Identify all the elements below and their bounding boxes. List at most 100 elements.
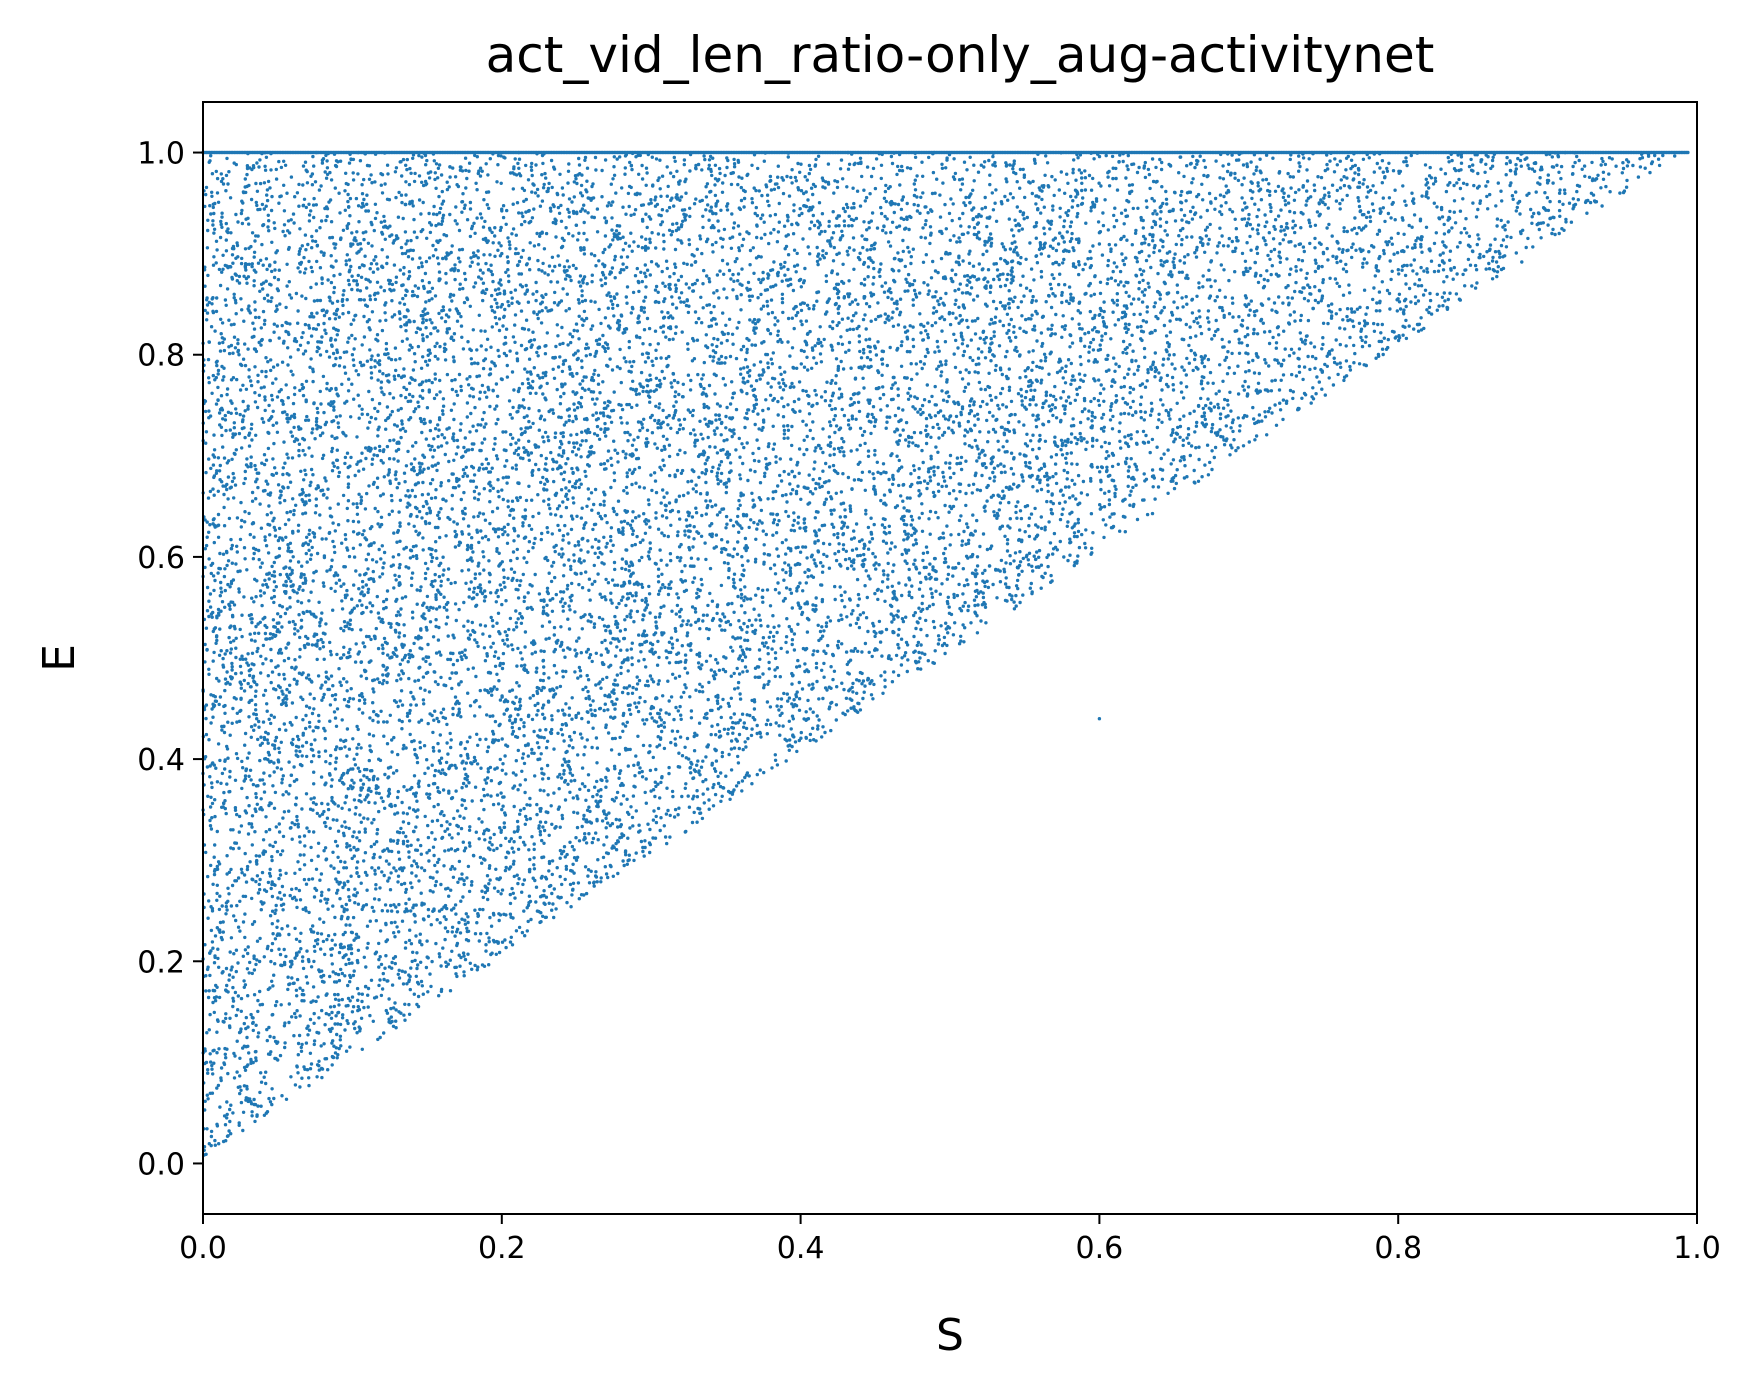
scatter-point — [211, 219, 215, 223]
scatter-point — [345, 1019, 349, 1023]
scatter-point — [580, 506, 584, 510]
scatter-point — [1003, 355, 1008, 359]
scatter-point — [338, 778, 342, 783]
scatter-point — [562, 845, 567, 849]
scatter-point — [672, 717, 676, 722]
scatter-point — [876, 597, 880, 602]
scatter-point — [675, 592, 679, 596]
scatter-point — [417, 634, 421, 638]
scatter-point — [559, 514, 563, 519]
scatter-point — [409, 942, 414, 946]
scatter-point — [245, 457, 249, 461]
scatter-point — [534, 462, 538, 467]
scatter-point — [569, 905, 573, 909]
scatter-point — [824, 274, 828, 278]
scatter-point — [773, 656, 778, 661]
scatter-point — [719, 354, 724, 359]
scatter-point — [612, 235, 617, 239]
scatter-point — [666, 423, 670, 427]
scatter-point — [245, 967, 250, 971]
scatter-point — [322, 584, 326, 588]
scatter-point — [586, 773, 591, 777]
scatter-point — [258, 565, 263, 569]
scatter-point — [532, 541, 536, 546]
scatter-point — [323, 736, 327, 741]
scatter-point — [392, 866, 396, 870]
scatter-point — [409, 966, 413, 970]
scatter-point — [674, 400, 678, 404]
scatter-point — [528, 857, 532, 862]
scatter-point — [333, 186, 337, 190]
scatter-point — [986, 280, 990, 284]
scatter-point — [1160, 160, 1164, 165]
scatter-point — [787, 719, 791, 723]
scatter-point — [423, 561, 428, 566]
scatter-point — [664, 508, 668, 512]
scatter-point — [1560, 227, 1564, 231]
scatter-point — [1110, 427, 1115, 431]
scatter-point — [453, 378, 457, 382]
scatter-point — [1328, 276, 1332, 280]
scatter-point — [1115, 265, 1119, 269]
scatter-point — [731, 731, 735, 735]
scatter-point — [487, 670, 491, 675]
scatter-point — [448, 731, 452, 736]
scatter-point — [517, 438, 521, 442]
scatter-point — [947, 211, 952, 216]
scatter-point — [907, 509, 911, 513]
scatter-point — [228, 651, 233, 655]
scatter-point — [327, 1013, 331, 1017]
scatter-point — [376, 409, 380, 414]
scatter-point — [453, 277, 457, 282]
scatter-point — [312, 895, 317, 899]
scatter-point — [490, 510, 495, 514]
scatter-point — [752, 326, 756, 330]
scatter-point — [848, 327, 852, 331]
scatter-point — [666, 534, 670, 539]
scatter-point — [436, 357, 440, 361]
scatter-point — [319, 893, 324, 898]
scatter-point — [506, 236, 510, 240]
scatter-point — [1003, 534, 1007, 538]
scatter-point — [231, 376, 236, 380]
scatter-point — [290, 701, 295, 705]
scatter-point — [542, 665, 546, 669]
scatter-point — [262, 782, 266, 786]
scatter-point — [247, 246, 251, 250]
scatter-point — [1337, 284, 1342, 289]
scatter-point — [415, 760, 420, 765]
scatter-point — [545, 488, 549, 492]
scatter-point — [662, 495, 666, 499]
scatter-point — [382, 1031, 386, 1035]
scatter-point — [1362, 257, 1367, 261]
scatter-point — [442, 436, 447, 440]
scatter-point — [280, 398, 284, 403]
scatter-point — [768, 705, 773, 709]
scatter-point — [278, 873, 283, 877]
scatter-point — [314, 888, 319, 892]
scatter-point — [871, 292, 876, 297]
scatter-point — [870, 412, 874, 417]
scatter-point — [340, 997, 344, 1002]
scatter-point — [241, 399, 245, 404]
scatter-point — [701, 779, 705, 784]
scatter-point — [1040, 574, 1044, 579]
scatter-point — [1499, 243, 1504, 248]
scatter-point — [317, 713, 321, 718]
scatter-point — [768, 332, 773, 336]
scatter-point — [207, 899, 211, 903]
scatter-point — [215, 363, 219, 368]
scatter-point — [1030, 368, 1034, 372]
scatter-point — [442, 915, 446, 919]
scatter-point — [701, 437, 705, 441]
scatter-point — [432, 396, 437, 401]
scatter-point — [777, 724, 781, 728]
scatter-point — [966, 525, 970, 529]
scatter-point — [603, 514, 607, 518]
scatter-point — [455, 941, 460, 946]
scatter-point — [653, 198, 657, 202]
scatter-point — [541, 777, 545, 781]
scatter-point — [347, 336, 351, 340]
scatter-point — [978, 430, 982, 434]
scatter-point — [394, 358, 398, 362]
